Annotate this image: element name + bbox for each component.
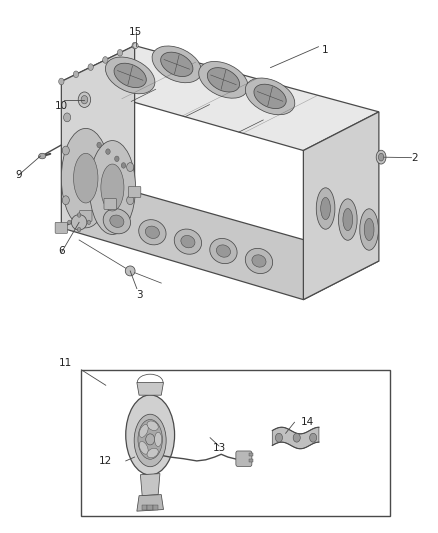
Text: 2: 2 <box>411 152 418 163</box>
Polygon shape <box>304 112 379 300</box>
Circle shape <box>310 433 317 442</box>
Ellipse shape <box>147 421 158 431</box>
Ellipse shape <box>210 238 237 264</box>
Polygon shape <box>141 474 160 496</box>
Text: 12: 12 <box>99 456 113 466</box>
Polygon shape <box>61 46 379 150</box>
FancyBboxPatch shape <box>128 187 141 197</box>
Ellipse shape <box>106 57 155 94</box>
Ellipse shape <box>216 245 230 257</box>
Circle shape <box>117 50 123 56</box>
Ellipse shape <box>245 78 295 115</box>
Circle shape <box>62 196 69 205</box>
Bar <box>142 505 148 510</box>
Ellipse shape <box>174 229 201 254</box>
Polygon shape <box>137 383 163 395</box>
Ellipse shape <box>71 215 87 230</box>
Circle shape <box>276 433 283 442</box>
Polygon shape <box>272 427 319 449</box>
Polygon shape <box>61 192 379 300</box>
Ellipse shape <box>74 154 98 203</box>
Text: 6: 6 <box>58 246 65 256</box>
Circle shape <box>121 163 126 168</box>
Text: 3: 3 <box>136 290 142 300</box>
Ellipse shape <box>89 141 135 235</box>
Ellipse shape <box>199 61 248 98</box>
Ellipse shape <box>343 208 353 231</box>
Ellipse shape <box>103 208 131 234</box>
Ellipse shape <box>376 150 386 164</box>
Bar <box>81 370 390 516</box>
Circle shape <box>78 213 81 217</box>
Circle shape <box>293 433 300 442</box>
Text: 14: 14 <box>301 417 314 427</box>
Circle shape <box>67 220 71 224</box>
Circle shape <box>88 64 93 70</box>
Circle shape <box>97 142 101 148</box>
Bar <box>148 505 153 510</box>
Circle shape <box>127 196 134 205</box>
FancyBboxPatch shape <box>236 451 252 466</box>
FancyBboxPatch shape <box>80 211 92 221</box>
Text: 1: 1 <box>322 45 329 55</box>
Ellipse shape <box>138 419 162 459</box>
Circle shape <box>115 156 119 161</box>
Bar <box>153 505 158 510</box>
Circle shape <box>146 434 155 445</box>
Ellipse shape <box>125 266 135 276</box>
Ellipse shape <box>316 188 335 229</box>
Circle shape <box>73 71 79 78</box>
Ellipse shape <box>364 219 374 240</box>
Text: 11: 11 <box>59 358 72 368</box>
Ellipse shape <box>378 154 384 161</box>
Ellipse shape <box>139 425 148 437</box>
Ellipse shape <box>139 441 148 454</box>
Ellipse shape <box>252 255 266 267</box>
Ellipse shape <box>101 164 124 211</box>
Ellipse shape <box>339 199 357 240</box>
Ellipse shape <box>145 226 159 238</box>
Text: 13: 13 <box>212 443 226 453</box>
Bar <box>249 459 253 462</box>
Ellipse shape <box>360 209 378 250</box>
Ellipse shape <box>139 220 166 245</box>
Ellipse shape <box>61 128 110 228</box>
Circle shape <box>59 78 64 85</box>
Circle shape <box>102 56 108 63</box>
Text: 9: 9 <box>15 171 21 180</box>
Ellipse shape <box>152 46 201 83</box>
Ellipse shape <box>110 215 124 228</box>
Ellipse shape <box>81 95 88 104</box>
Ellipse shape <box>39 154 46 159</box>
Ellipse shape <box>133 43 138 49</box>
FancyBboxPatch shape <box>104 198 117 209</box>
Ellipse shape <box>207 68 240 92</box>
Ellipse shape <box>161 52 193 77</box>
Ellipse shape <box>134 414 166 467</box>
Ellipse shape <box>155 432 162 447</box>
Ellipse shape <box>114 63 146 87</box>
Ellipse shape <box>245 248 272 273</box>
Ellipse shape <box>147 448 158 458</box>
Circle shape <box>87 220 91 224</box>
Text: 15: 15 <box>129 27 142 37</box>
Circle shape <box>62 146 69 155</box>
Ellipse shape <box>78 92 91 108</box>
Ellipse shape <box>321 197 330 220</box>
Circle shape <box>64 113 71 122</box>
FancyBboxPatch shape <box>55 222 67 233</box>
Polygon shape <box>137 495 163 511</box>
Bar <box>249 453 253 456</box>
Text: 10: 10 <box>55 101 68 111</box>
Ellipse shape <box>126 395 175 475</box>
Polygon shape <box>61 46 134 228</box>
Circle shape <box>106 149 110 155</box>
Ellipse shape <box>181 236 195 248</box>
Circle shape <box>132 42 137 49</box>
Circle shape <box>78 228 81 232</box>
Circle shape <box>127 163 134 172</box>
Ellipse shape <box>254 84 286 109</box>
